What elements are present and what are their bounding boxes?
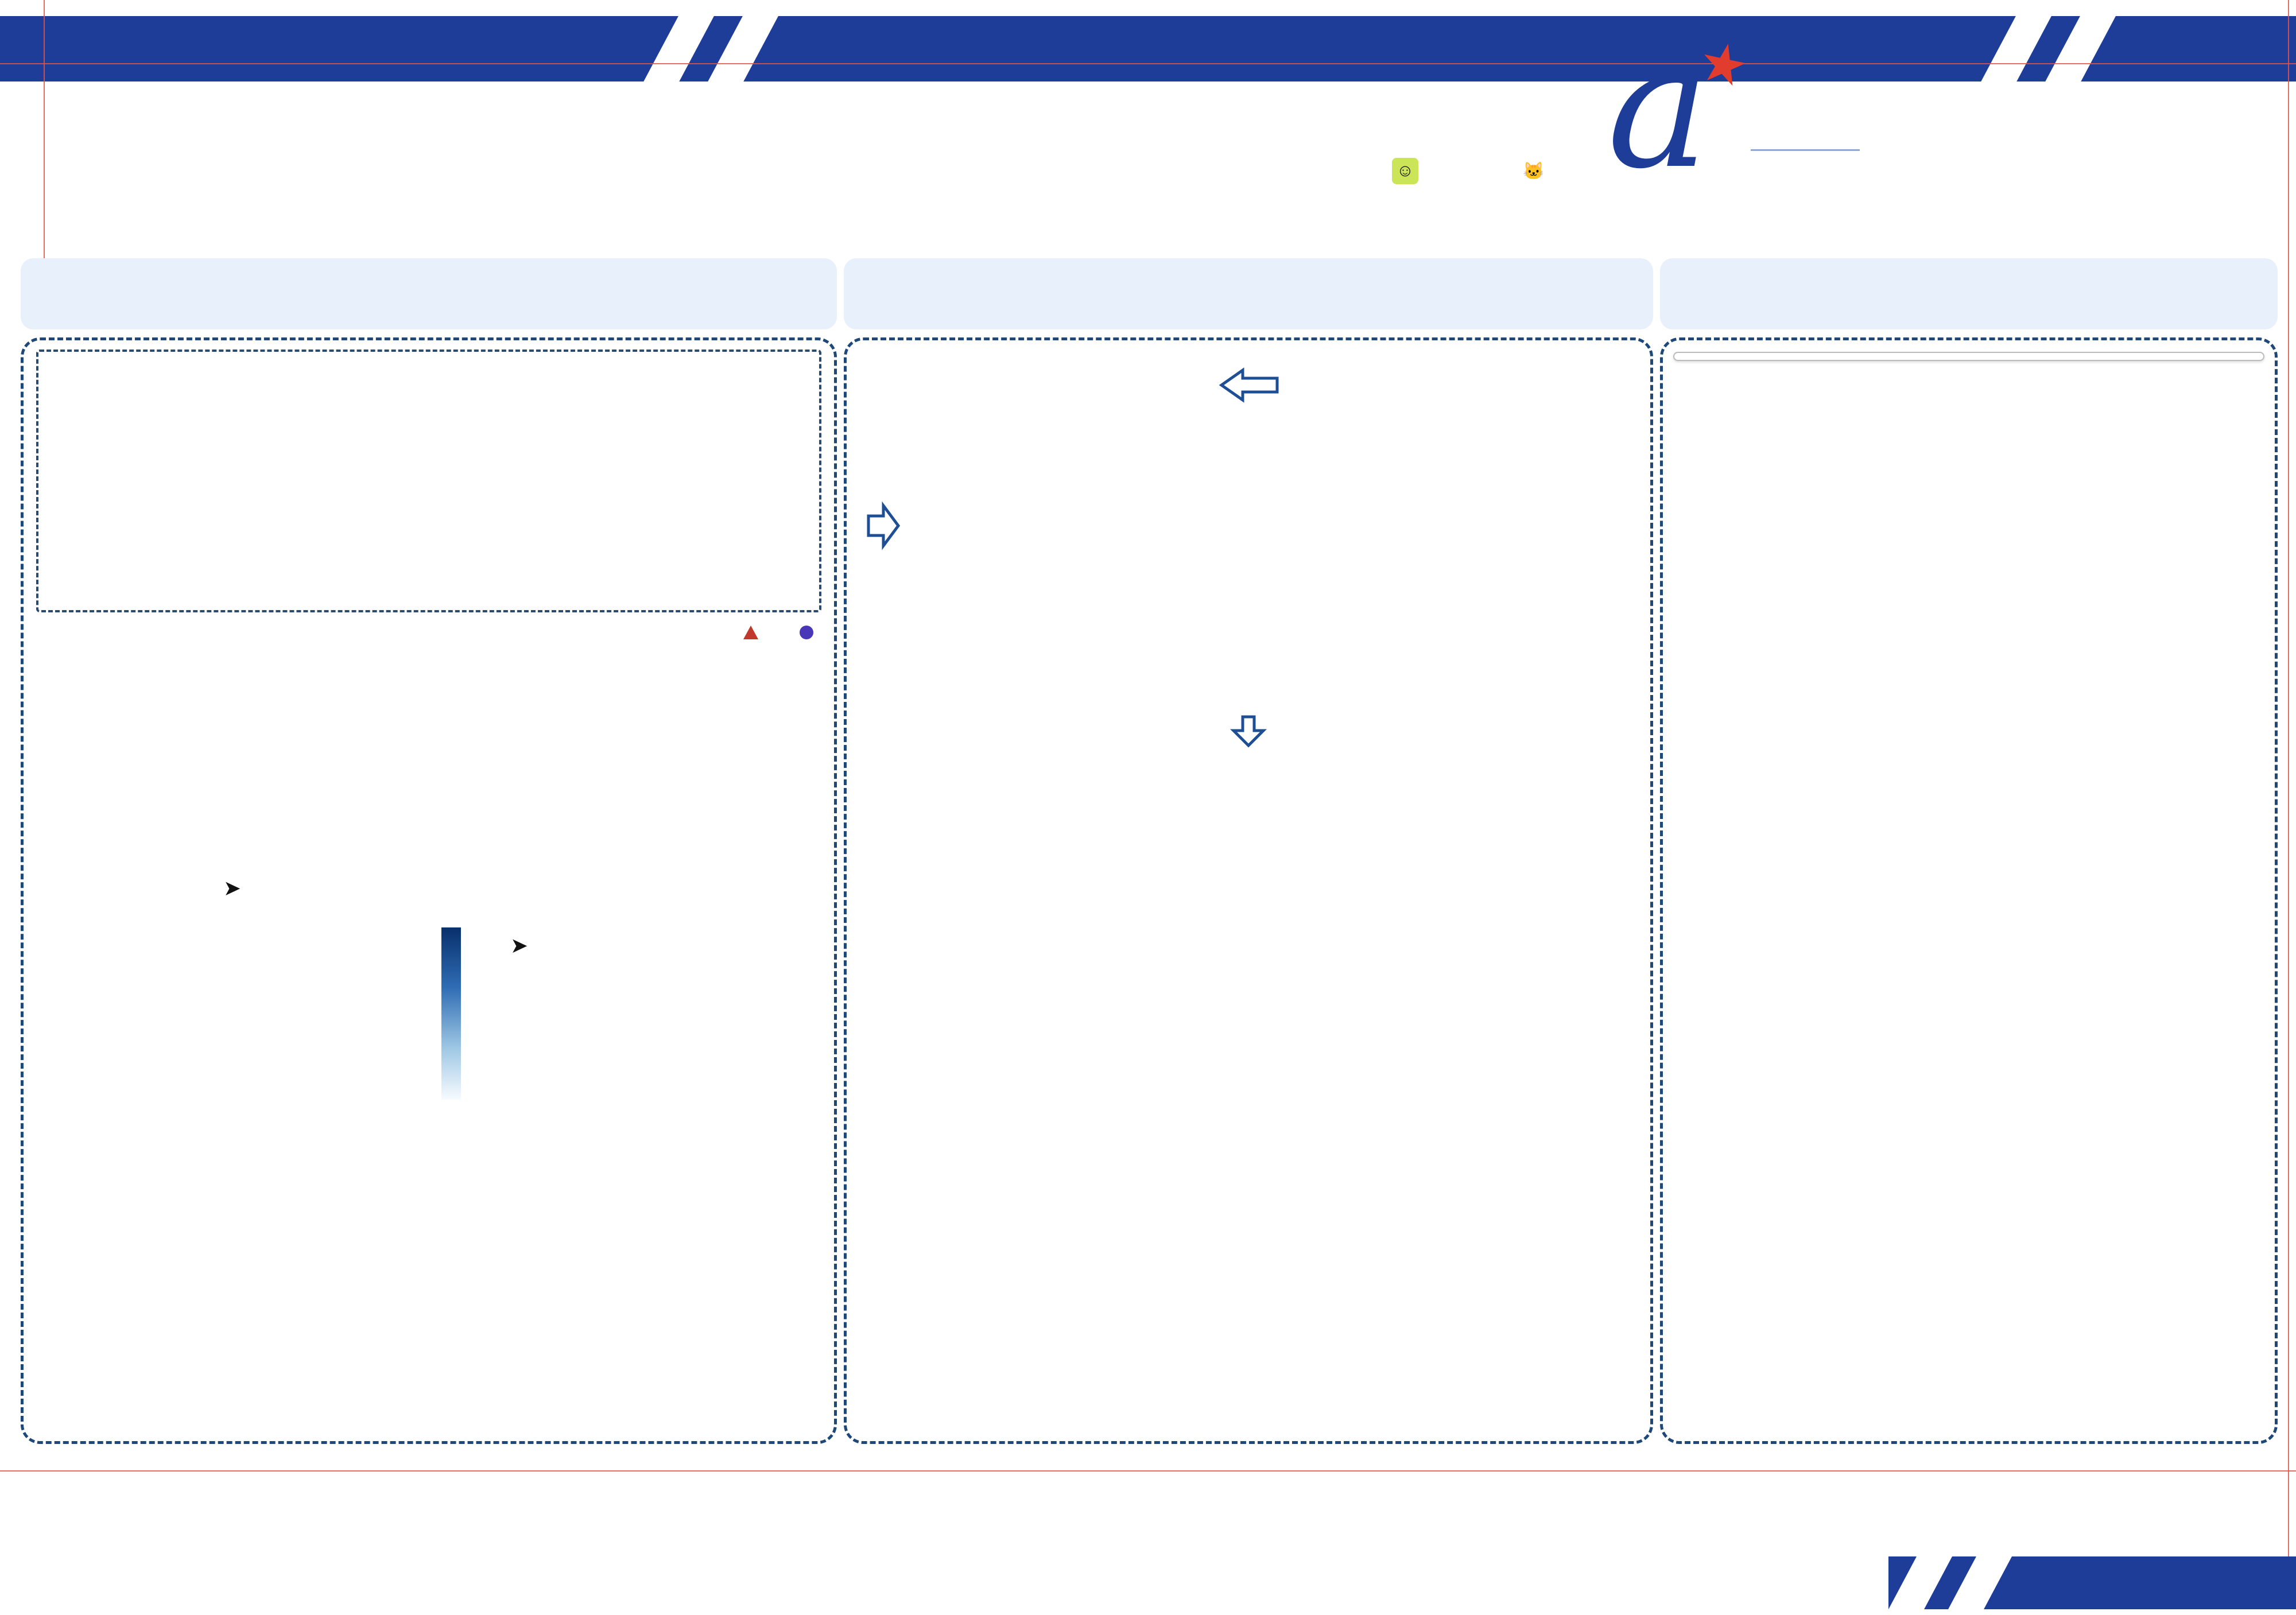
trajectory-figures bbox=[859, 620, 1638, 706]
embedding-legend bbox=[743, 626, 821, 639]
banner-slash bbox=[638, 10, 718, 91]
heatmap-row: ➤ bbox=[36, 924, 821, 1101]
blending-equations bbox=[859, 501, 1638, 550]
ablation-legend bbox=[1673, 352, 2264, 361]
down-arrow-icon bbox=[1230, 715, 1267, 748]
traj-lors-chart bbox=[859, 620, 1031, 706]
image-embedding-icon bbox=[743, 626, 758, 639]
sphere-lors bbox=[308, 650, 549, 832]
implies-arrow-icon bbox=[1219, 367, 1279, 403]
bullet-intra-similarity: ➤ bbox=[223, 876, 242, 900]
update-norm-chart bbox=[1220, 620, 1392, 706]
qr-paper: ☺ bbox=[1362, 127, 1451, 219]
top-banner bbox=[0, 10, 2296, 91]
traj-sm-chart bbox=[1040, 620, 1212, 706]
text-embedding-icon bbox=[800, 626, 813, 639]
sphere-ours bbox=[565, 650, 806, 832]
neurips-mark-icon bbox=[1911, 44, 2049, 193]
qr-codes: 🐱 bbox=[1490, 127, 1580, 219]
crop-mark bbox=[0, 1470, 2296, 1472]
enhancing-heading bbox=[859, 560, 1638, 617]
banner-slash bbox=[1945, 1552, 2015, 1615]
astar-a-glyph: a bbox=[1607, 6, 1710, 207]
background-column: ➤ ➤ bbox=[21, 337, 837, 1444]
smiley-icon: ☺ bbox=[1392, 158, 1418, 184]
sphere-figures bbox=[36, 650, 821, 832]
neurips-logo bbox=[1911, 55, 2279, 204]
crop-mark bbox=[2288, 0, 2289, 1609]
heatmap-ours bbox=[237, 924, 432, 1101]
github-cat-icon: 🐱 bbox=[1521, 158, 1547, 184]
method-column bbox=[844, 337, 1653, 1444]
collapse-heading bbox=[36, 618, 50, 647]
cfar-logo-divider bbox=[1751, 149, 1860, 151]
crop-mark bbox=[44, 0, 45, 270]
bottom-banner bbox=[1885, 1552, 2296, 1615]
heatmap-colorbar bbox=[441, 927, 464, 1100]
banner-slash bbox=[703, 10, 782, 91]
cfar-logo: a ★ bbox=[1607, 21, 1906, 231]
section-header-experiments bbox=[1660, 258, 2278, 329]
bullet-feature-centralization: ➤ bbox=[510, 934, 529, 957]
experiments-column bbox=[1660, 337, 2278, 1444]
dataset-distillation-box bbox=[36, 350, 821, 612]
blending-bar-chart bbox=[859, 410, 1031, 496]
banner-slash bbox=[1885, 1552, 1955, 1615]
section-header-background bbox=[21, 258, 837, 329]
dd-diagram bbox=[46, 358, 401, 604]
crop-mark bbox=[0, 63, 2296, 64]
dd-paragraph bbox=[411, 358, 811, 604]
sphere-random bbox=[51, 650, 292, 832]
intra-modal-similarity-chart bbox=[36, 838, 208, 924]
heatmap-lors bbox=[36, 924, 231, 1101]
blend-arrow-icon bbox=[867, 501, 901, 550]
section-header-method bbox=[844, 258, 1653, 329]
